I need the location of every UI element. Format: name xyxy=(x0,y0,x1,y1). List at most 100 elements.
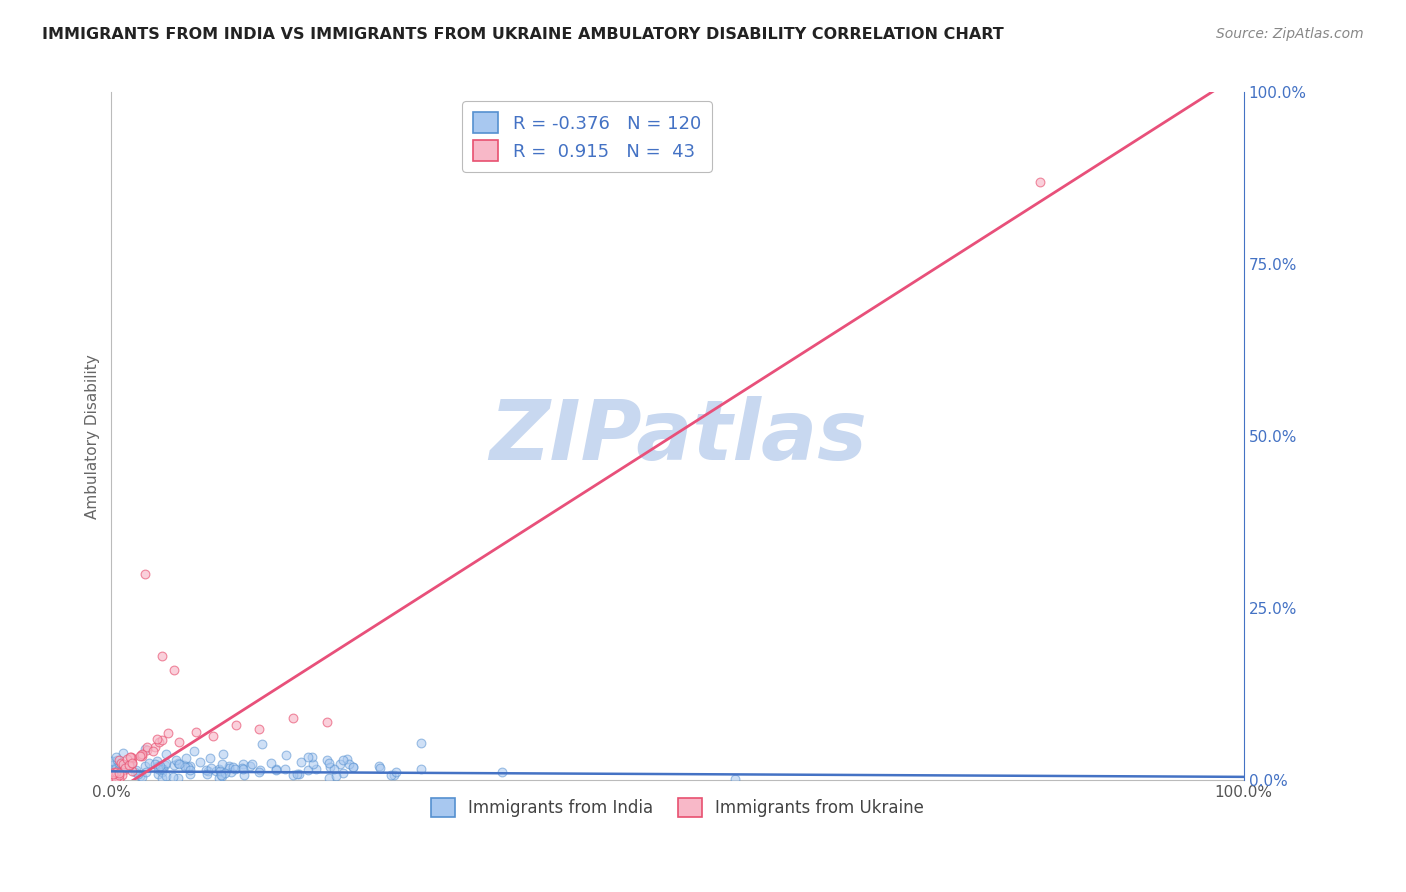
Point xyxy=(305,762,328,776)
Point xyxy=(131,770,153,784)
Point xyxy=(290,755,312,769)
Point xyxy=(208,764,231,778)
Point xyxy=(117,759,139,773)
Point xyxy=(135,743,157,757)
Point xyxy=(274,762,297,776)
Point xyxy=(332,766,354,780)
Point xyxy=(129,769,152,783)
Point xyxy=(316,753,339,767)
Point xyxy=(384,767,406,781)
Point xyxy=(120,753,142,767)
Point xyxy=(150,732,173,747)
Point xyxy=(332,754,354,768)
Point xyxy=(177,760,200,774)
Point xyxy=(173,757,195,772)
Point xyxy=(157,725,180,739)
Point xyxy=(104,766,127,780)
Point xyxy=(318,771,340,785)
Point xyxy=(224,763,246,777)
Point xyxy=(197,764,219,779)
Point xyxy=(249,764,271,778)
Point xyxy=(163,663,186,677)
Point xyxy=(155,757,177,772)
Point xyxy=(380,767,402,781)
Point xyxy=(266,762,288,776)
Point xyxy=(302,756,325,771)
Point xyxy=(409,736,432,750)
Point xyxy=(288,766,311,780)
Point xyxy=(274,747,297,762)
Point xyxy=(148,759,170,773)
Point xyxy=(174,760,197,774)
Point xyxy=(120,756,142,770)
Point xyxy=(121,764,143,778)
Point xyxy=(118,749,141,764)
Point xyxy=(194,763,217,777)
Point xyxy=(264,763,287,777)
Point xyxy=(232,767,254,781)
Point xyxy=(200,751,222,765)
Point xyxy=(186,725,208,739)
Point xyxy=(318,756,340,770)
Point xyxy=(150,649,173,664)
Point xyxy=(162,770,184,784)
Point xyxy=(111,756,134,771)
Point xyxy=(103,764,125,778)
Point xyxy=(242,756,264,771)
Point xyxy=(165,753,187,767)
Text: Source: ZipAtlas.com: Source: ZipAtlas.com xyxy=(1216,27,1364,41)
Point xyxy=(146,754,169,768)
Point xyxy=(384,764,406,779)
Point xyxy=(214,766,236,780)
Point xyxy=(336,752,359,766)
Point xyxy=(239,758,262,772)
Point xyxy=(131,749,153,764)
Point xyxy=(145,739,167,754)
Point xyxy=(167,756,190,770)
Point xyxy=(204,764,226,778)
Point xyxy=(155,769,177,783)
Point xyxy=(135,765,157,780)
Point xyxy=(101,758,124,772)
Point xyxy=(222,760,245,774)
Point xyxy=(121,756,143,771)
Point xyxy=(134,758,156,772)
Point xyxy=(208,771,231,785)
Point xyxy=(285,767,308,781)
Point xyxy=(104,759,127,773)
Point xyxy=(208,762,231,776)
Point xyxy=(103,767,125,781)
Point xyxy=(110,759,132,773)
Point xyxy=(104,772,127,786)
Point xyxy=(112,760,135,774)
Point xyxy=(103,765,125,780)
Point xyxy=(131,747,153,761)
Point xyxy=(281,711,304,725)
Point xyxy=(297,749,319,764)
Point xyxy=(183,744,205,758)
Point xyxy=(169,735,191,749)
Point xyxy=(218,761,240,775)
Point xyxy=(252,737,274,751)
Point xyxy=(323,762,346,776)
Point xyxy=(179,766,201,780)
Point xyxy=(105,767,128,781)
Point xyxy=(125,763,148,777)
Point xyxy=(723,772,745,787)
Point xyxy=(260,756,283,770)
Point xyxy=(146,763,169,777)
Point xyxy=(152,765,174,780)
Point xyxy=(149,759,172,773)
Point xyxy=(152,762,174,776)
Point xyxy=(138,756,160,771)
Point xyxy=(202,729,225,743)
Point xyxy=(179,763,201,777)
Point xyxy=(342,759,364,773)
Text: ZIPatlas: ZIPatlas xyxy=(489,396,866,477)
Point xyxy=(247,722,270,736)
Y-axis label: Ambulatory Disability: Ambulatory Disability xyxy=(86,354,100,519)
Point xyxy=(211,757,233,772)
Point xyxy=(329,757,352,772)
Point xyxy=(105,753,128,767)
Point xyxy=(103,770,125,784)
